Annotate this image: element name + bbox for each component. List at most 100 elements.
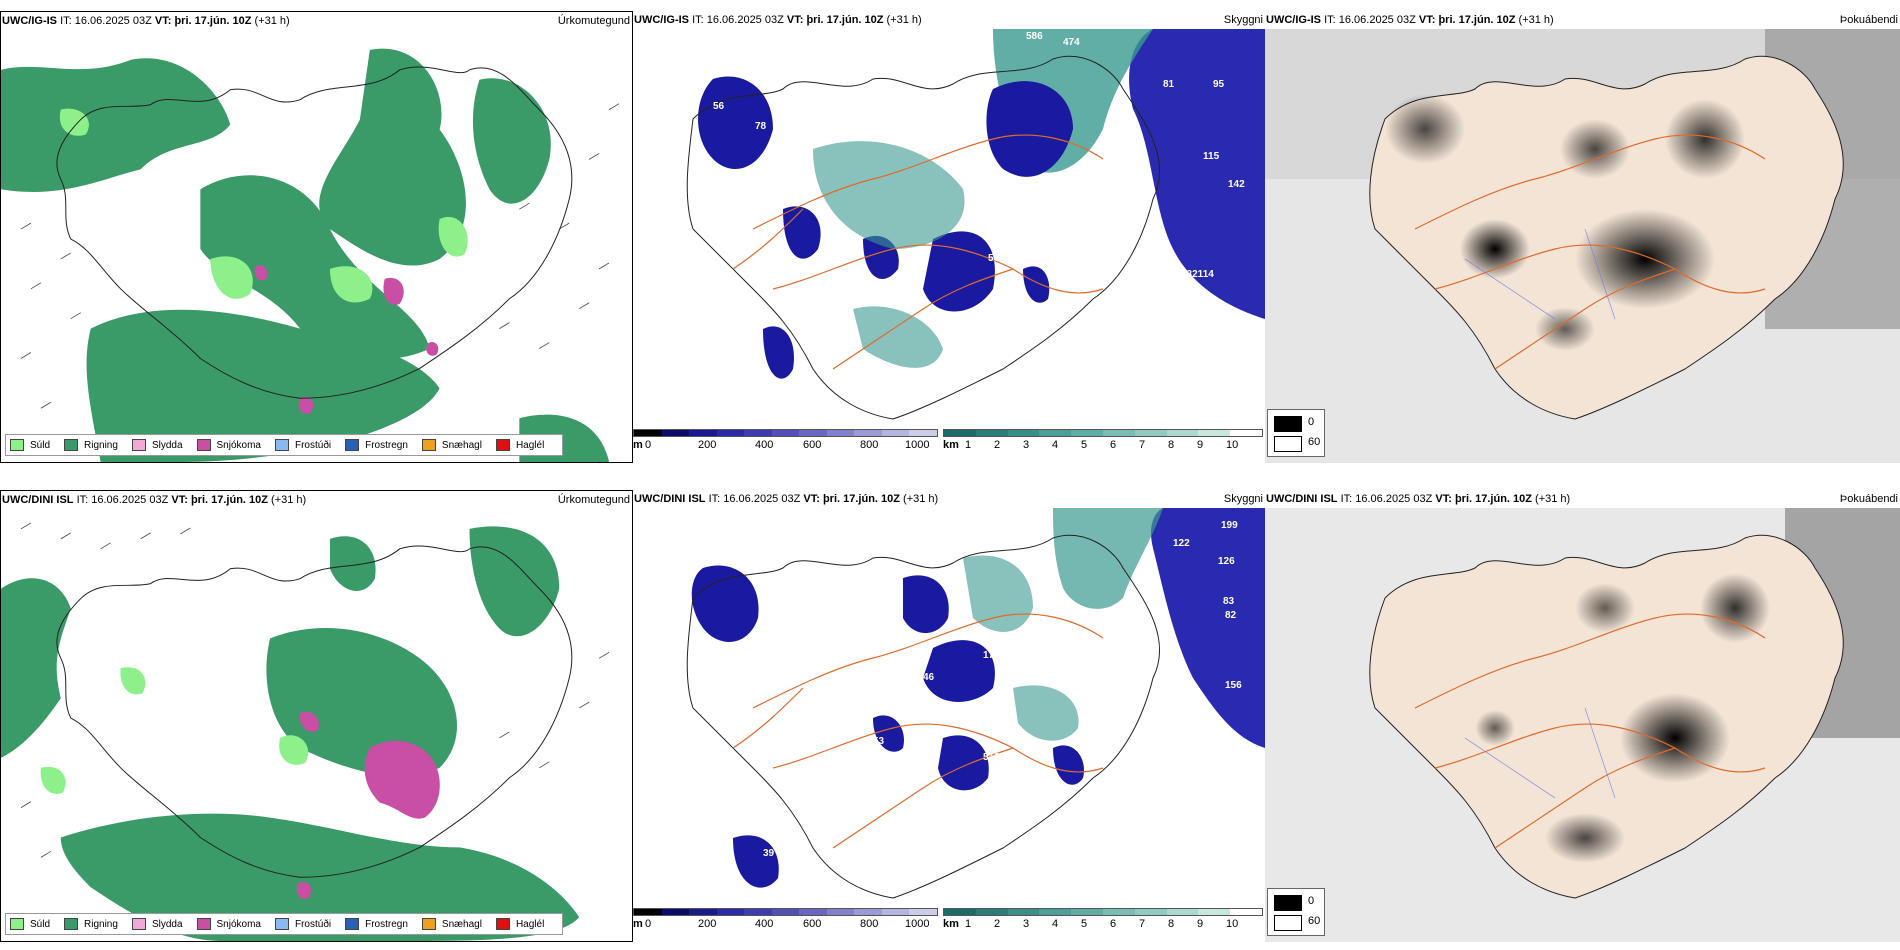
colorbar-tick: 1000 xyxy=(905,439,930,451)
visibility-value: 56 xyxy=(713,101,725,112)
legend-item-snow: Snjókoma xyxy=(196,918,261,930)
roads xyxy=(732,613,1104,849)
wind-barbs xyxy=(20,522,610,858)
colorbar-tick: 600 xyxy=(803,918,822,930)
panel-title: Úrkomutegund xyxy=(557,494,630,506)
rivers xyxy=(1464,228,1616,320)
legend-item-drizzle: Súld xyxy=(10,918,50,930)
legend-swatch xyxy=(131,439,146,451)
visibility-value: 126 xyxy=(1218,556,1235,567)
legend-item-freezing-drizzle: Frostúði xyxy=(274,439,331,451)
visibility-value: 132114 xyxy=(1181,269,1214,280)
fog-legend-low: 0 xyxy=(1308,416,1315,428)
init-time: 16.06.2025 03Z xyxy=(706,14,784,26)
precip-map-graphic xyxy=(1,509,632,941)
lead-time: (+31 h) xyxy=(1535,493,1571,505)
colorbar-tick: 9 xyxy=(1197,918,1204,930)
visibility-value: 115 xyxy=(1203,151,1220,162)
legend-swatch xyxy=(10,918,24,930)
fog-legend-swatch-high xyxy=(1274,915,1302,931)
visibility-value: 516 xyxy=(983,752,1000,763)
visibility-value: 81 xyxy=(1163,79,1175,90)
colorbar-tick: 400 xyxy=(755,918,774,930)
valid-time: þri. 17.jún. 10Z xyxy=(174,15,252,27)
visibility-value: 38 xyxy=(793,379,805,390)
init-time: 16.06.2025 03Z xyxy=(1338,14,1416,26)
colorbar-tick: 4 xyxy=(1052,918,1059,930)
visibility-value: 104 xyxy=(998,279,1015,290)
init-time: 16.06.2025 03Z xyxy=(723,493,801,505)
fog-legend-low: 0 xyxy=(1308,895,1315,907)
drizzle-areas xyxy=(59,108,468,303)
colorbar-unit: km xyxy=(943,439,959,451)
colorbar-tick: 1 xyxy=(965,918,972,930)
iceland-coastline xyxy=(56,66,573,399)
colorbar-tick: 5 xyxy=(1081,439,1088,451)
valid-time: þri. 17.jún. 10Z xyxy=(190,494,268,506)
legend-swatch xyxy=(495,439,510,451)
visibility-value: 50 xyxy=(988,253,1000,264)
colorbar-tick: 7 xyxy=(1139,918,1146,930)
fog-panel-row2: UWC/DINI ISL IT: 16.06.2025 03Z VT: þri.… xyxy=(1265,490,1900,942)
colorbar-tick: 6 xyxy=(1110,439,1117,451)
colorbar-m-gradient xyxy=(633,908,938,916)
colorbar-tick: 10 xyxy=(1226,439,1239,451)
visibility-value: 474 xyxy=(1063,37,1080,48)
wind-barbs xyxy=(20,103,620,409)
panel-header: UWC/IG-IS IT: 16.06.2025 03Z VT: þri. 17… xyxy=(1,12,632,30)
colorbar-tick: 200 xyxy=(698,918,717,930)
iceland-coastline xyxy=(56,545,573,878)
visibility-map xyxy=(633,29,1265,463)
precip-panel-row1: UWC/IG-IS IT: 16.06.2025 03Z VT: þri. 17… xyxy=(0,11,633,463)
fog-map xyxy=(1265,508,1900,942)
panel-title: Skyggni xyxy=(1223,14,1263,26)
legend-item-rain: Rigning xyxy=(64,439,118,451)
snow-areas xyxy=(296,711,440,899)
panel-header: UWC/DINI ISL IT: 16.06.2025 03Z VT: þri.… xyxy=(1265,490,1900,508)
lead-time: (+31 h) xyxy=(271,494,307,506)
fog-legend-swatch-low xyxy=(1274,416,1302,432)
visibility-panel-row2: UWC/DINI ISL IT: 16.06.2025 03Z VT: þri.… xyxy=(633,490,1265,942)
init-time: 16.06.2025 03Z xyxy=(1355,493,1433,505)
lead-time: (+31 h) xyxy=(1518,14,1554,26)
colorbar-km-gradient xyxy=(943,908,1263,916)
panel-header: UWC/IG-IS IT: 16.06.2025 03Z VT: þri. 17… xyxy=(1265,11,1900,29)
colorbar-tick: 0 xyxy=(645,439,652,451)
precip-legend: Súld Rigning Slydda Snjókoma Frostúði Fr… xyxy=(5,913,564,935)
visibility-colorbar-km: km 1 2 3 4 5 6 7 8 9 10 xyxy=(943,908,1263,934)
visibility-value: 39 xyxy=(763,848,775,859)
colorbar-tick: 3 xyxy=(1023,918,1030,930)
visibility-map-graphic xyxy=(633,29,1265,463)
model-name: UWC/DINI ISL xyxy=(2,494,74,506)
visibility-value: 419 xyxy=(1223,750,1240,761)
panel-title: Þokuábendi xyxy=(1839,493,1898,505)
colorbar-tick: 3 xyxy=(1023,439,1030,451)
visibility-value: 46 xyxy=(923,672,935,683)
init-time: 16.06.2025 03Z xyxy=(91,494,169,506)
precip-map-graphic xyxy=(1,30,632,462)
model-name: UWC/IG-IS xyxy=(1266,14,1321,26)
colorbar-m-gradient xyxy=(633,429,938,437)
colorbar-tick: 800 xyxy=(860,918,879,930)
fog-legend-high: 60 xyxy=(1308,436,1321,448)
lead-time: (+31 h) xyxy=(886,14,922,26)
colorbar-tick: 10 xyxy=(1226,918,1239,930)
colorbar-tick: 200 xyxy=(698,439,717,451)
visibility-value: 170 xyxy=(983,650,1000,661)
colorbar-tick: 0 xyxy=(645,918,652,930)
legend-item-drizzle: Súld xyxy=(10,439,50,451)
lead-time: (+31 h) xyxy=(903,493,939,505)
colorbar-tick: 2 xyxy=(994,439,1001,451)
colorbar-unit: m xyxy=(633,918,643,930)
visibility-colorbar-m: m 0 200 400 600 800 1000 xyxy=(633,429,938,455)
valid-time: þri. 17.jún. 10Z xyxy=(1438,14,1516,26)
colorbar-tick: 6 xyxy=(1110,918,1117,930)
visibility-value: 82 xyxy=(1225,610,1237,621)
visibility-value: 46 xyxy=(833,251,845,262)
legend-swatch xyxy=(274,439,289,451)
legend-swatch xyxy=(274,918,289,930)
colorbar-tick: 600 xyxy=(803,439,822,451)
precip-map xyxy=(1,509,632,941)
valid-time: þri. 17.jún. 10Z xyxy=(1454,493,1532,505)
legend-item-sleet: Slydda xyxy=(131,918,183,930)
